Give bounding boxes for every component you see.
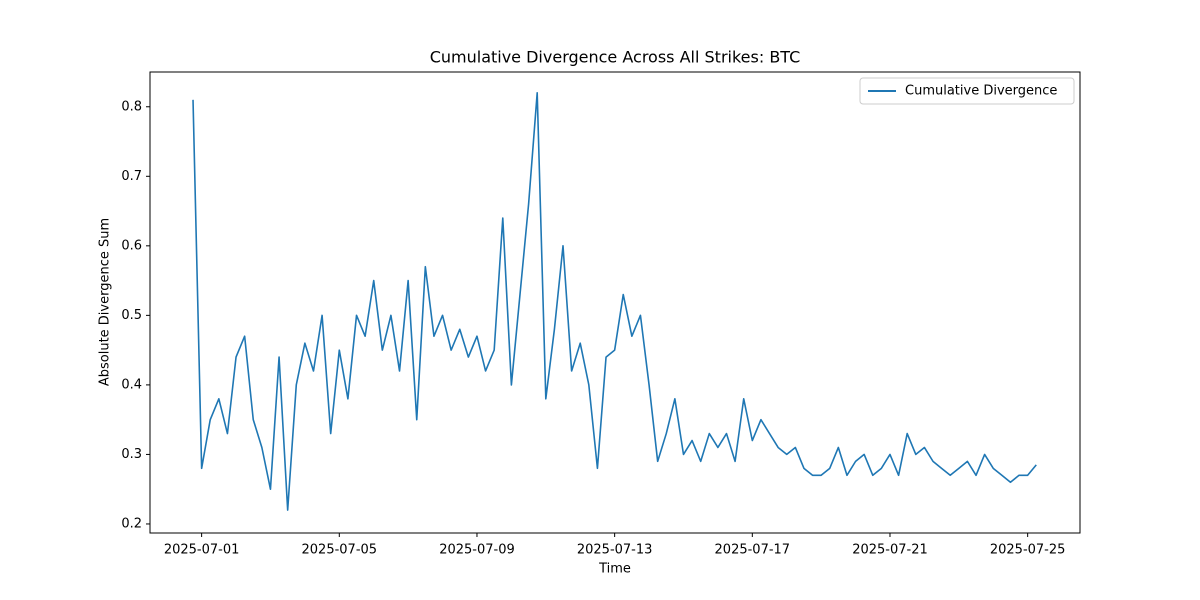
x-tick-label: 2025-07-05 <box>302 543 378 558</box>
data-line <box>192 92 1037 511</box>
x-tick-label: 2025-07-25 <box>990 543 1066 558</box>
y-tick-label: 0.8 <box>121 99 142 114</box>
x-axis-label: Time <box>598 562 631 577</box>
y-tick-label: 0.6 <box>121 238 142 253</box>
x-tick-label: 2025-07-17 <box>715 543 791 558</box>
y-tick-label: 0.5 <box>121 308 142 323</box>
x-tick-label: 2025-07-21 <box>852 543 928 558</box>
y-tick-label: 0.2 <box>121 516 142 531</box>
y-axis-label: Absolute Divergence Sum <box>98 218 113 386</box>
chart-title: Cumulative Divergence Across All Strikes… <box>430 48 801 67</box>
plot-frame <box>149 71 1081 534</box>
x-tick-label: 2025-07-09 <box>439 543 515 558</box>
x-tick-label: 2025-07-13 <box>577 543 653 558</box>
x-tick-label: 2025-07-01 <box>164 543 240 558</box>
y-tick-label: 0.3 <box>121 447 142 462</box>
legend-box <box>859 77 1075 105</box>
legend-label: Cumulative Divergence <box>905 84 1057 99</box>
y-tick-label: 0.4 <box>121 377 142 392</box>
y-tick-label: 0.7 <box>121 169 142 184</box>
